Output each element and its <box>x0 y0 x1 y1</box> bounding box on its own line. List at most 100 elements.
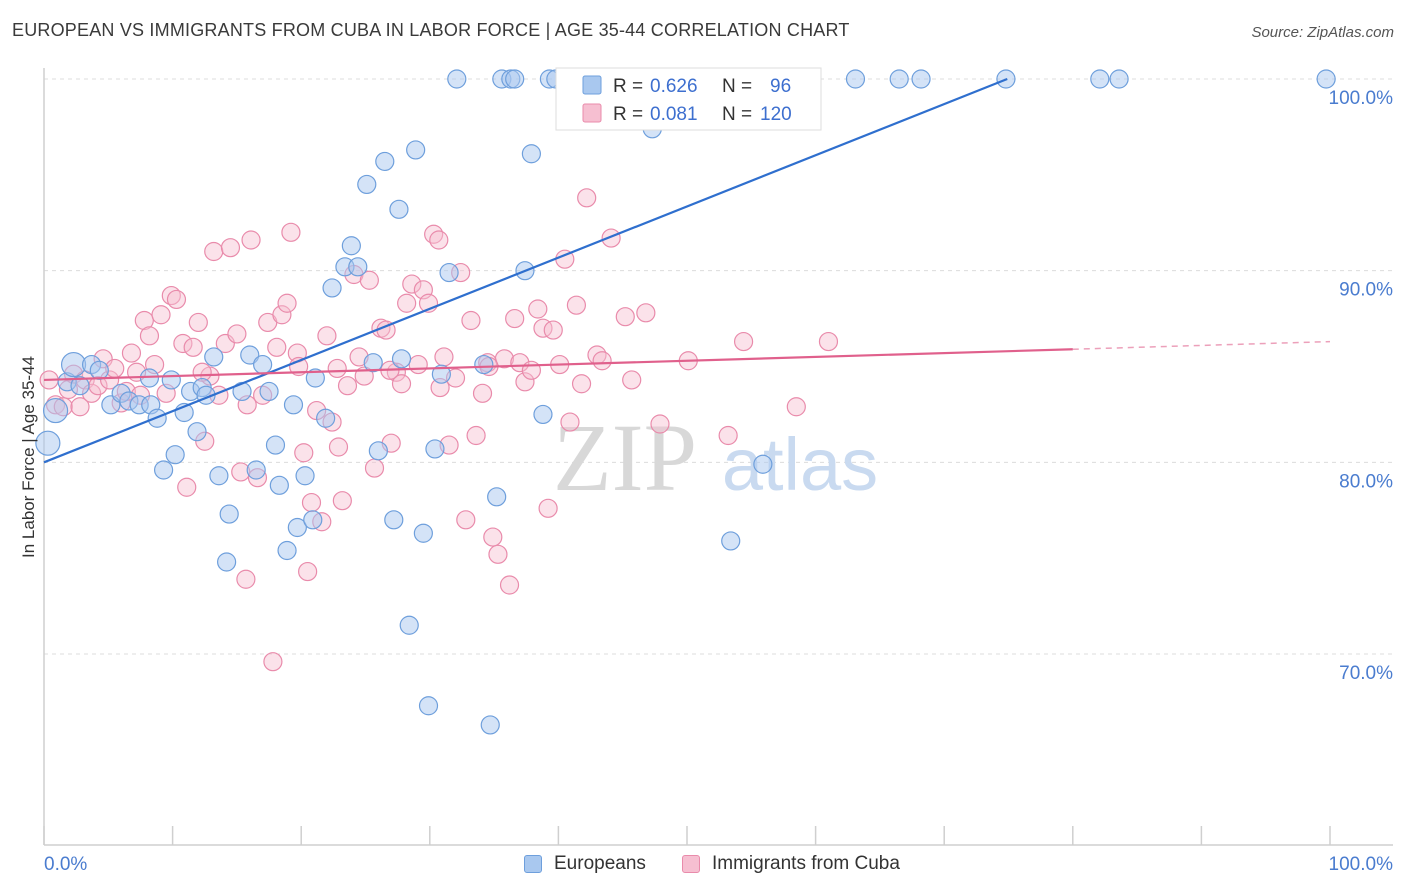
point-immigrants-from-cuba <box>488 544 508 564</box>
point-europeans <box>259 381 279 402</box>
x-tick-label-max: 100.0% <box>1329 854 1394 875</box>
point-immigrants-from-cuba <box>636 303 656 323</box>
axes <box>43 68 1393 846</box>
trend-line-europeans <box>43 77 1008 464</box>
point-immigrants-from-cuba <box>718 425 738 446</box>
stats-r-value-europeans: 0.626 <box>650 76 698 97</box>
point-immigrants-from-cuba <box>139 326 160 346</box>
point-immigrants-from-cuba <box>337 376 358 396</box>
point-immigrants-from-cuba <box>70 397 90 417</box>
point-europeans <box>287 517 307 538</box>
point-immigrants-from-cuba <box>494 349 514 369</box>
point-immigrants-from-cuba <box>298 561 318 582</box>
point-immigrants-from-cuba <box>622 370 642 390</box>
y-tick-label: 70.0% <box>1339 663 1393 684</box>
point-immigrants-from-cuba <box>650 414 670 434</box>
point-immigrants-from-cuba <box>328 437 349 457</box>
point-europeans <box>399 615 419 635</box>
point-immigrants-from-cuba <box>281 222 301 242</box>
point-immigrants-from-cuba <box>151 305 171 325</box>
point-immigrants-from-cuba <box>267 337 287 357</box>
point-immigrants-from-cuba <box>560 412 580 432</box>
source-label: Source: ZipAtlas.com <box>1251 24 1394 41</box>
point-europeans <box>425 439 445 459</box>
series-europeans <box>35 69 1336 735</box>
point-europeans <box>246 460 266 480</box>
point-immigrants-from-cuba <box>528 299 548 319</box>
point-europeans <box>89 360 109 380</box>
point-immigrants-from-cuba <box>277 293 297 313</box>
legend-swatch-europeans <box>524 855 542 873</box>
watermark-atlas: atlas <box>722 423 878 506</box>
trend-line-cuba <box>43 348 1073 382</box>
point-immigrants-from-cuba <box>571 374 592 394</box>
point-europeans <box>35 430 61 456</box>
point-europeans <box>431 364 451 384</box>
point-europeans <box>505 69 525 89</box>
point-immigrants-from-cuba <box>327 358 347 379</box>
point-immigrants-from-cuba <box>359 270 379 290</box>
point-immigrants-from-cuba <box>173 333 193 354</box>
point-europeans <box>363 353 383 373</box>
point-immigrants-from-cuba <box>188 312 208 333</box>
point-europeans <box>1109 69 1129 89</box>
point-immigrants-from-cuba <box>332 491 352 511</box>
point-europeans <box>521 144 541 164</box>
point-europeans <box>70 376 90 396</box>
point-europeans <box>357 174 377 195</box>
point-immigrants-from-cuba <box>408 354 428 375</box>
point-immigrants-from-cuba <box>543 320 563 340</box>
point-europeans <box>269 475 289 495</box>
stats-r-label-cuba: R = <box>613 104 643 125</box>
chart-title: EUROPEAN VS IMMIGRANTS FROM CUBA IN LABO… <box>12 20 850 40</box>
point-immigrants-from-cuba <box>818 331 839 352</box>
point-immigrants-from-cuba <box>434 347 454 367</box>
point-europeans <box>341 236 361 256</box>
point-europeans <box>474 354 494 375</box>
point-europeans <box>253 354 273 375</box>
point-europeans <box>204 347 224 367</box>
point-immigrants-from-cuba <box>592 351 612 371</box>
grid-lines <box>44 78 1393 655</box>
point-immigrants-from-cuba <box>429 230 449 250</box>
legend-label-europeans: Europeans <box>554 853 646 874</box>
point-europeans <box>187 422 207 442</box>
point-europeans <box>487 487 507 507</box>
point-europeans <box>391 349 412 369</box>
point-europeans <box>1316 69 1336 89</box>
point-europeans <box>480 715 500 735</box>
point-immigrants-from-cuba <box>204 241 224 262</box>
point-europeans <box>418 696 439 716</box>
point-immigrants-from-cuba <box>515 372 535 392</box>
stats-r-value-cuba: 0.081 <box>650 104 698 125</box>
point-immigrants-from-cuba <box>177 477 197 497</box>
trend-line-cuba-extension <box>1072 340 1331 350</box>
point-immigrants-from-cuba <box>183 337 203 357</box>
point-immigrants-from-cuba <box>505 308 525 329</box>
point-europeans <box>303 510 323 530</box>
point-immigrants-from-cuba <box>161 285 181 306</box>
trend-lines <box>43 77 1331 464</box>
x-ticks <box>43 826 1331 845</box>
point-immigrants-from-cuba <box>566 295 587 315</box>
x-tick-label-min: 0.0% <box>44 854 87 875</box>
point-europeans <box>447 69 467 89</box>
stats-swatch-cuba <box>582 103 602 123</box>
point-immigrants-from-cuba <box>424 224 444 244</box>
point-europeans <box>153 460 174 480</box>
point-immigrants-from-cuba <box>134 310 154 331</box>
point-europeans <box>265 435 286 455</box>
point-europeans <box>845 69 866 89</box>
point-immigrants-from-cuba <box>364 458 385 478</box>
point-immigrants-from-cuba <box>263 652 283 672</box>
point-immigrants-from-cuba <box>733 331 754 352</box>
point-europeans <box>375 151 395 172</box>
point-europeans <box>721 531 741 551</box>
point-immigrants-from-cuba <box>521 360 541 380</box>
stats-r-label-europeans: R = <box>613 76 643 97</box>
point-europeans <box>389 199 409 219</box>
point-europeans <box>60 351 87 378</box>
y-axis-label: In Labor Force | Age 35-44 <box>19 356 38 558</box>
point-immigrants-from-cuba <box>472 383 493 403</box>
point-europeans <box>368 441 388 461</box>
